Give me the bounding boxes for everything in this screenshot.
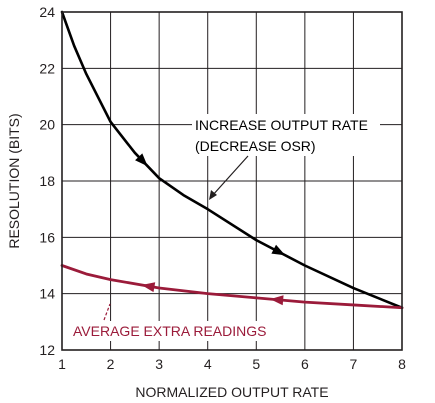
annotation-increase-line1: INCREASE OUTPUT RATE: [195, 117, 368, 133]
y-tick-label: 24: [39, 4, 55, 20]
x-tick-label: 2: [107, 356, 115, 372]
y-tick-label: 16: [39, 229, 55, 245]
series-2-direction-arrow: [270, 295, 284, 306]
x-tick-label: 6: [301, 356, 309, 372]
y-tick-label: 18: [39, 173, 55, 189]
series-1-direction-arrow: [135, 153, 148, 167]
y-tick-label: 14: [39, 286, 55, 302]
annotation-increase-bg: [192, 114, 380, 156]
series-2-direction-arrow: [141, 282, 156, 293]
annotation-increase-arrowhead: [209, 190, 217, 200]
x-tick-label: 8: [398, 356, 406, 372]
x-tick-label: 4: [204, 356, 212, 372]
arrows-layer: [135, 153, 286, 306]
series-1-direction-arrow: [271, 244, 286, 256]
series-line-1: [60, 10, 404, 310]
y-tick-label: 22: [39, 60, 55, 76]
annotation-increase-line2: (DECREASE OSR): [195, 138, 316, 154]
annotation-increase-leader: [211, 155, 249, 197]
x-tick-label: 1: [58, 356, 66, 372]
series-layer: [60, 10, 404, 310]
x-axis-title: NORMALIZED OUTPUT RATE: [135, 384, 328, 400]
series-line-2: [60, 264, 404, 310]
annotation-average-label: AVERAGE EXTRA READINGS: [73, 323, 266, 339]
x-tick-label: 3: [155, 356, 163, 372]
y-axis-title: RESOLUTION (BITS): [6, 113, 22, 248]
x-tick-label: 5: [252, 356, 260, 372]
y-tick-label: 12: [39, 342, 55, 358]
y-tick-label: 20: [39, 117, 55, 133]
plot-frame: [61, 11, 403, 351]
annotation-average-leader: [103, 303, 111, 321]
annotation-average-bg: [70, 321, 282, 341]
x-tick-label: 7: [350, 356, 358, 372]
